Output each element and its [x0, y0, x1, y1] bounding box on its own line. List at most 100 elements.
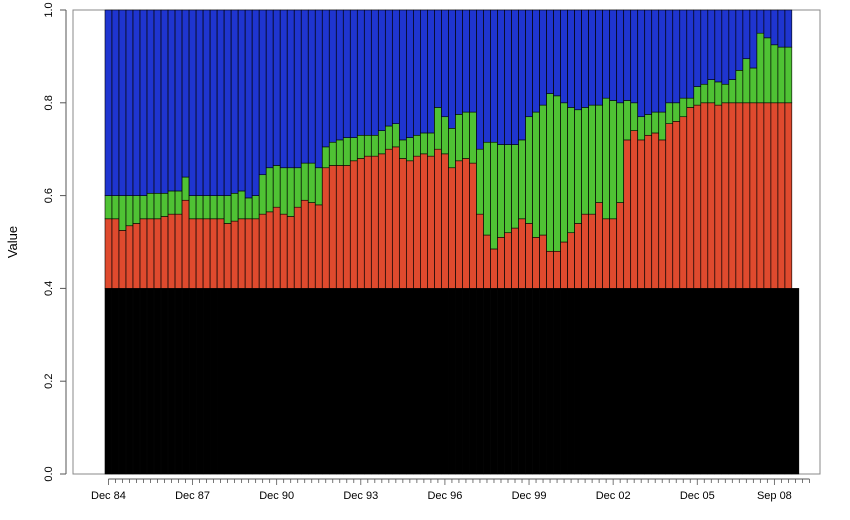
bar-segment-78-3 — [651, 9, 659, 113]
bar-segment-55-0 — [490, 288, 498, 475]
bar-segment-14-0 — [202, 288, 211, 475]
bar-segment-10-3 — [174, 9, 183, 192]
bar-segment-7-3 — [153, 9, 162, 194]
bar-segment-85-2 — [700, 83, 709, 104]
bar-segment-12-2 — [188, 195, 197, 220]
bar-segment-14-1 — [202, 218, 211, 289]
bar-segment-60-3 — [525, 9, 533, 118]
bar-segment-31-0 — [322, 288, 330, 475]
bar-segment-5-1 — [139, 218, 148, 289]
bar-segment-54-3 — [483, 9, 491, 143]
bar-segment-67-3 — [574, 9, 582, 111]
bar-segment-33-0 — [336, 288, 344, 475]
bar-segment-23-1 — [265, 211, 274, 289]
bar-segment-59-3 — [518, 9, 526, 141]
bar-segment-89-3 — [728, 9, 737, 80]
bar-segment-10-2 — [174, 190, 183, 215]
bar-segment-75-3 — [630, 9, 638, 104]
bar-segment-32-1 — [329, 165, 337, 289]
bar-segment-23-2 — [265, 167, 274, 213]
bar-segment-2-0 — [118, 288, 127, 475]
bar-segment-80-3 — [665, 9, 673, 104]
bar-segment-49-2 — [448, 128, 456, 169]
bar-segment-24-3 — [272, 9, 281, 166]
bar-segment-21-1 — [251, 218, 260, 289]
bar-segment-48-2 — [441, 116, 449, 155]
x-tick-label: Dec 84 — [91, 490, 126, 502]
bar-segment-58-1 — [511, 227, 519, 289]
bar-segment-43-3 — [406, 9, 414, 138]
bar-segment-19-2 — [237, 190, 246, 220]
bar-segment-63-1 — [546, 250, 554, 289]
bar-segment-31-3 — [322, 9, 330, 148]
bar-segment-65-2 — [560, 102, 568, 243]
bar-segment-94-0 — [763, 288, 772, 475]
bar-segment-22-2 — [258, 174, 267, 215]
bar-segment-8-0 — [160, 288, 169, 475]
bar-segment-89-1 — [728, 102, 737, 289]
bar-segment-0-3 — [104, 9, 113, 196]
bar-segment-49-0 — [448, 288, 456, 475]
bar-segment-33-1 — [336, 165, 344, 289]
bar-segment-83-1 — [686, 107, 694, 289]
bar-segment-95-1 — [770, 102, 779, 289]
bar-segment-56-1 — [497, 237, 505, 289]
bar-segment-83-2 — [686, 97, 694, 108]
x-tick-label: Sep 08 — [757, 490, 792, 502]
bar-segment-0-1 — [104, 218, 113, 289]
bar-segment-69-3 — [588, 9, 596, 106]
bar-segment-18-0 — [230, 288, 239, 475]
bar-segment-59-2 — [518, 139, 526, 220]
bar-segment-63-0 — [546, 288, 554, 475]
bar-segment-72-2 — [609, 100, 617, 220]
bar-segment-75-1 — [630, 130, 638, 289]
bar-segment-87-3 — [714, 9, 723, 83]
bar-segment-80-0 — [665, 288, 673, 475]
bar-segment-79-3 — [658, 9, 666, 113]
bar-segment-98-0 — [791, 288, 800, 475]
bar-segment-29-1 — [307, 202, 316, 289]
bar-segment-33-3 — [336, 9, 344, 141]
bar-segment-19-3 — [237, 9, 246, 192]
bar-segment-47-0 — [434, 288, 442, 475]
bar-segment-77-0 — [644, 288, 652, 475]
bar-segment-66-0 — [567, 288, 575, 475]
bar-segment-56-2 — [497, 144, 505, 238]
bar-segment-74-3 — [623, 9, 631, 101]
bar-segment-6-1 — [146, 218, 155, 289]
bar-segment-22-3 — [258, 9, 267, 176]
bar-segment-73-0 — [616, 288, 624, 475]
bar-segment-30-3 — [314, 9, 323, 169]
bar-segment-54-0 — [483, 288, 491, 475]
bar-segment-65-0 — [560, 288, 568, 475]
bar-segment-13-3 — [195, 9, 204, 196]
bar-segment-65-3 — [560, 9, 568, 104]
bar-segment-43-0 — [406, 288, 414, 475]
bar-segment-18-1 — [230, 220, 239, 289]
bar-segment-93-2 — [756, 32, 765, 104]
bar-segment-40-2 — [385, 125, 393, 150]
bar-segment-17-0 — [223, 288, 232, 475]
bar-segment-35-3 — [350, 9, 358, 138]
bar-segment-18-2 — [230, 192, 239, 222]
bar-segment-20-0 — [244, 288, 253, 475]
bar-segment-87-0 — [714, 288, 723, 475]
bar-segment-57-2 — [504, 144, 512, 234]
bar-segment-27-1 — [293, 206, 302, 289]
bar-segment-15-0 — [209, 288, 218, 475]
bar-segment-81-2 — [672, 102, 680, 122]
bar-segment-74-2 — [623, 100, 631, 141]
bar-segment-13-2 — [195, 195, 204, 220]
bar-segment-21-2 — [251, 195, 260, 220]
bar-segment-10-1 — [174, 213, 183, 289]
bar-segment-50-1 — [455, 160, 463, 289]
bar-segment-21-0 — [251, 288, 260, 475]
bar-segment-16-1 — [216, 218, 225, 289]
bar-segment-39-2 — [378, 130, 386, 155]
bar-segment-88-3 — [721, 9, 730, 85]
bar-segment-80-1 — [665, 123, 673, 289]
bar-segment-3-1 — [125, 225, 134, 289]
bar-segment-45-3 — [420, 9, 428, 134]
bar-segment-11-1 — [181, 199, 190, 289]
bar-segment-59-1 — [518, 218, 526, 289]
